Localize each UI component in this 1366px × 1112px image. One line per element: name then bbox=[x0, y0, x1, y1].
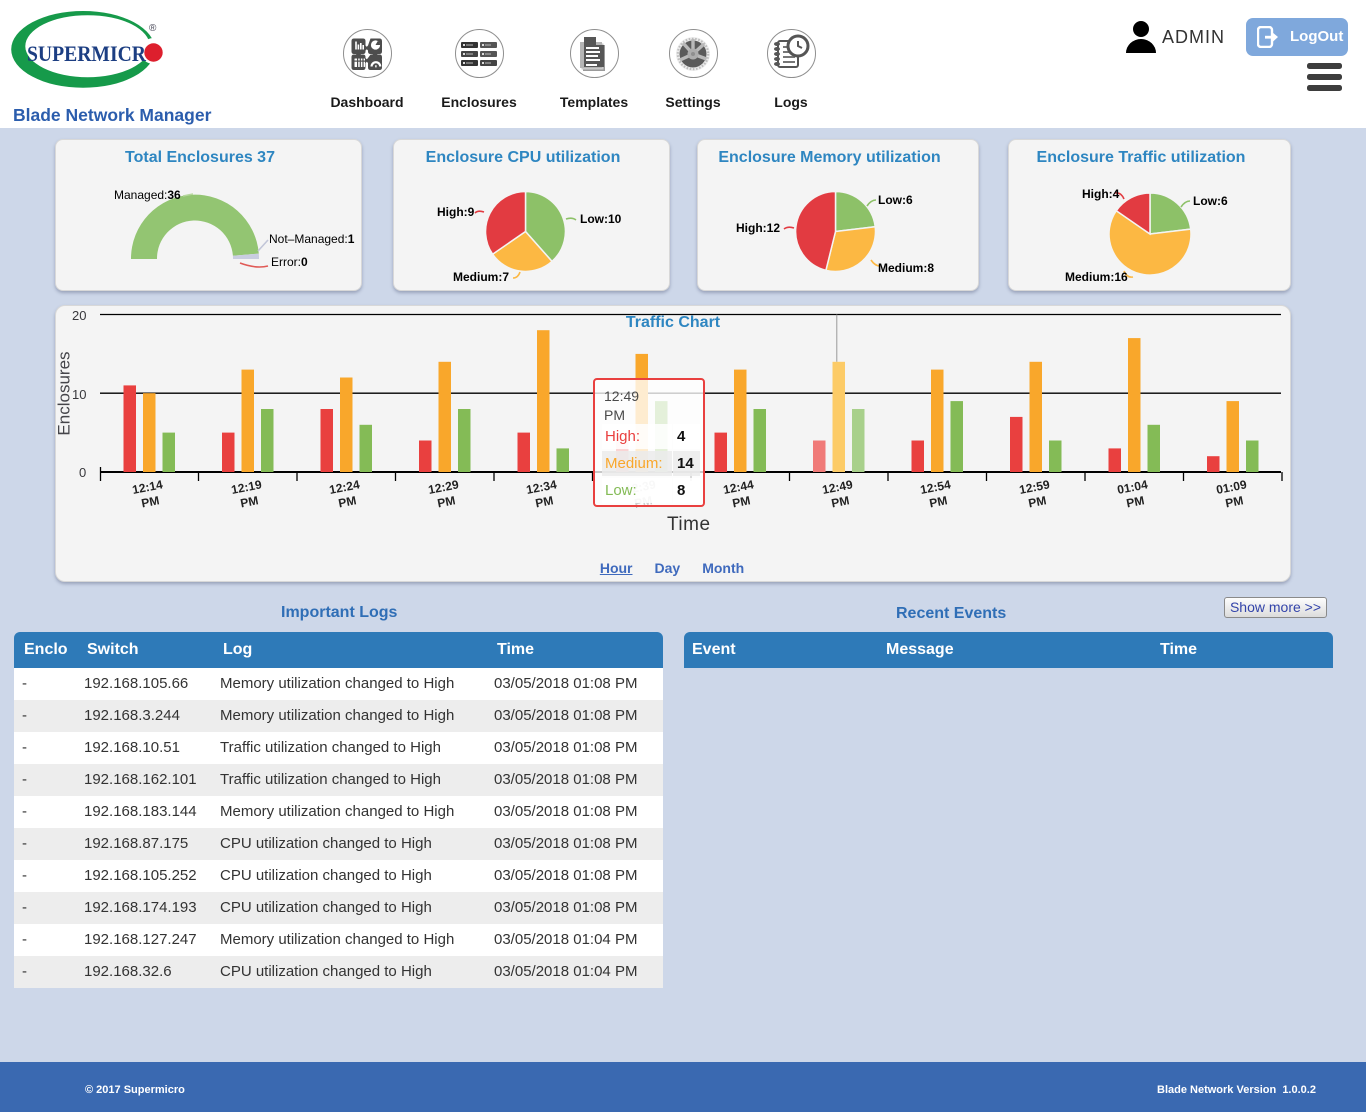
svg-text:®: ® bbox=[149, 23, 157, 34]
svg-text:SUPERMICR: SUPERMICR bbox=[27, 41, 147, 66]
